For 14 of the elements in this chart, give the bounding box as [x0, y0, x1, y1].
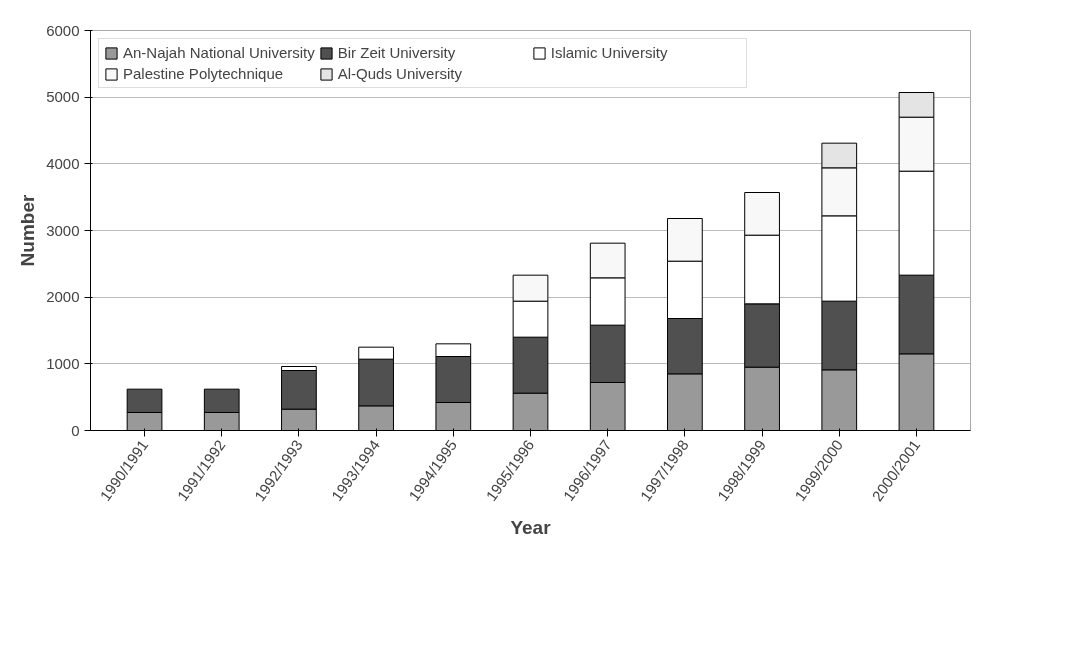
legend-label: An-Najah National University — [123, 44, 315, 61]
legend-label: Al-Quds University — [337, 65, 463, 82]
x-axis-title: Year — [510, 517, 552, 539]
y-tick-label: 4000 — [46, 154, 80, 172]
y-tick-label: 1000 — [46, 354, 80, 372]
y-tick-label: 2000 — [46, 288, 80, 306]
y-tick-label: 0 — [71, 421, 80, 439]
legend-label: Palestine Polytechnique — [123, 65, 285, 82]
legend-label: Islamic University — [550, 44, 669, 61]
y-tick-label: 6000 — [46, 21, 80, 39]
y-tick-label: 3000 — [46, 221, 80, 239]
y-tick-label: 5000 — [46, 88, 80, 106]
y-axis-title: Number — [17, 194, 39, 267]
legend-label: Bir Zeit University — [337, 44, 457, 61]
